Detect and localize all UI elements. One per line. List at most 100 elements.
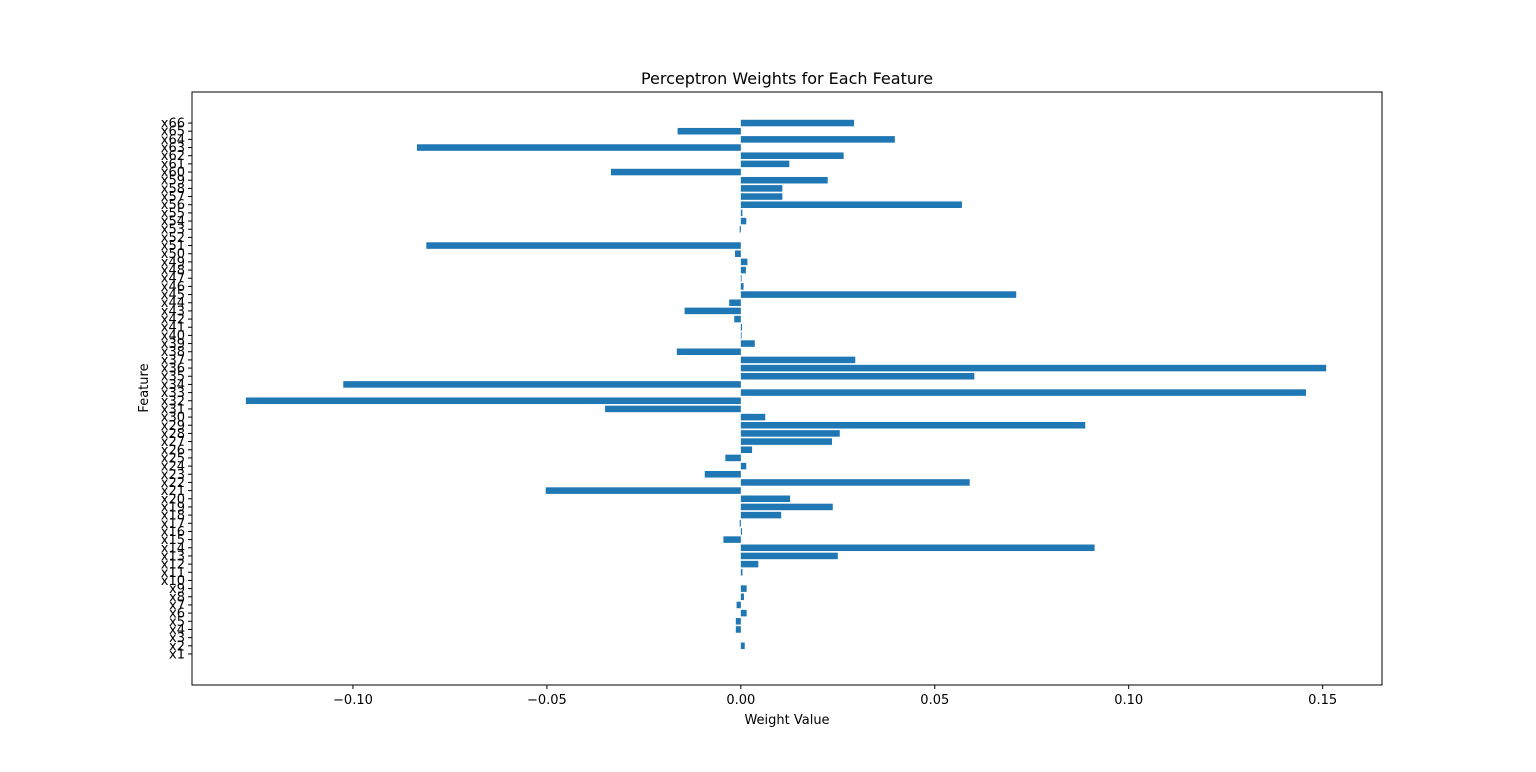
bar-x38 bbox=[676, 348, 741, 356]
y-tick-label: x51 bbox=[161, 239, 185, 254]
bar-x15 bbox=[723, 536, 741, 543]
bar-x45 bbox=[740, 291, 1017, 298]
y-tick-label: x52 bbox=[161, 231, 185, 246]
bar-x6 bbox=[740, 609, 747, 617]
bar-x17 bbox=[739, 520, 741, 527]
y-tick-label: x56 bbox=[161, 198, 185, 213]
bar-x44 bbox=[729, 299, 741, 307]
bar-x23 bbox=[704, 470, 741, 478]
y-tick-label: x16 bbox=[161, 525, 185, 540]
y-tick-label: x9 bbox=[169, 582, 185, 597]
y-tick-label: x26 bbox=[161, 443, 185, 458]
bar-x32 bbox=[245, 397, 741, 405]
chart-title: Perceptron Weights for Each Feature bbox=[641, 69, 933, 88]
y-tick-label: x1 bbox=[169, 647, 185, 662]
y-tick-label: x7 bbox=[169, 598, 185, 613]
y-tick-label: x53 bbox=[161, 223, 185, 238]
y-tick-label: x44 bbox=[161, 296, 185, 311]
bar-x47 bbox=[740, 274, 742, 282]
y-tick-label: x13 bbox=[161, 549, 185, 564]
y-tick-label: x36 bbox=[161, 362, 185, 377]
bar-x49 bbox=[740, 258, 748, 266]
bar-x65 bbox=[677, 127, 741, 135]
y-tick-label: x57 bbox=[161, 190, 185, 205]
y-tick-label: x54 bbox=[161, 215, 185, 230]
y-tick-label: x49 bbox=[161, 255, 185, 270]
y-tick-label: x39 bbox=[161, 337, 185, 352]
y-tick-label: x47 bbox=[161, 272, 185, 287]
y-axis-ticks: x1x2x3x4x5x6x7x8x9x10x11x12x13x14x15x16x… bbox=[161, 117, 192, 662]
y-tick-label: x34 bbox=[161, 378, 185, 393]
bar-x5 bbox=[735, 618, 741, 625]
y-tick-label: x8 bbox=[169, 590, 185, 605]
bar-x39 bbox=[740, 340, 755, 347]
bar-x9 bbox=[740, 585, 747, 592]
bar-x56 bbox=[740, 201, 962, 208]
bar-x22 bbox=[740, 479, 970, 486]
bar-x40 bbox=[740, 332, 742, 339]
y-tick-label: x65 bbox=[161, 125, 185, 140]
y-tick-label: x6 bbox=[169, 607, 185, 622]
x-tick-label: −0.05 bbox=[527, 693, 567, 708]
y-tick-label: x43 bbox=[161, 304, 185, 319]
bar-x28 bbox=[740, 430, 840, 437]
y-tick-label: x15 bbox=[161, 533, 185, 548]
plot-frame bbox=[191, 91, 1383, 686]
y-tick-label: x55 bbox=[161, 206, 185, 221]
y-tick-label: x42 bbox=[161, 313, 185, 328]
x-tick-label: 0.15 bbox=[1308, 693, 1337, 708]
bar-x64 bbox=[740, 136, 895, 143]
bar-x37 bbox=[740, 356, 856, 364]
y-tick-label: x62 bbox=[161, 149, 185, 164]
y-tick-label: x29 bbox=[161, 419, 185, 434]
y-tick-label: x18 bbox=[161, 509, 185, 524]
y-tick-label: x11 bbox=[161, 566, 185, 581]
y-tick-label: x50 bbox=[161, 247, 185, 262]
bar-x53 bbox=[739, 225, 741, 233]
y-tick-label: x14 bbox=[161, 541, 185, 556]
y-tick-label: x2 bbox=[169, 639, 185, 654]
y-tick-label: x66 bbox=[161, 117, 185, 132]
bar-x61 bbox=[740, 160, 790, 168]
y-tick-label: x64 bbox=[161, 133, 185, 148]
bar-x21 bbox=[545, 487, 741, 494]
bar-x36 bbox=[740, 364, 1327, 372]
y-tick-label: x30 bbox=[161, 411, 185, 426]
y-tick-label: x23 bbox=[161, 468, 185, 483]
bar-x43 bbox=[684, 307, 741, 315]
bar-x42 bbox=[734, 315, 741, 323]
y-tick-label: x58 bbox=[161, 182, 185, 197]
y-tick-label: x61 bbox=[161, 157, 185, 172]
bar-x29 bbox=[740, 421, 1086, 429]
y-tick-label: x60 bbox=[161, 166, 185, 181]
bar-x25 bbox=[725, 454, 741, 462]
bar-x31 bbox=[605, 405, 741, 413]
bar-x59 bbox=[740, 176, 828, 184]
bar-x55 bbox=[740, 209, 743, 217]
bar-x46 bbox=[740, 283, 744, 290]
bar-x30 bbox=[740, 413, 766, 421]
bar-x12 bbox=[740, 560, 759, 568]
bar-x24 bbox=[740, 462, 747, 470]
bars-group bbox=[245, 119, 1327, 650]
bar-x33 bbox=[740, 389, 1306, 396]
bar-x13 bbox=[740, 552, 838, 560]
bar-x62 bbox=[740, 152, 844, 159]
bar-x35 bbox=[740, 372, 975, 380]
y-tick-label: x46 bbox=[161, 280, 185, 295]
bar-x14 bbox=[740, 544, 1095, 552]
y-tick-label: x38 bbox=[161, 345, 185, 360]
x-axis-label: Weight Value bbox=[744, 713, 829, 728]
y-tick-label: x21 bbox=[161, 484, 185, 499]
y-tick-label: x25 bbox=[161, 451, 185, 466]
y-tick-label: x41 bbox=[161, 321, 185, 336]
y-tick-label: x31 bbox=[161, 402, 185, 417]
x-tick-label: 0.00 bbox=[726, 693, 755, 708]
bar-x51 bbox=[426, 242, 741, 249]
bar-x26 bbox=[740, 446, 753, 454]
y-tick-label: x24 bbox=[161, 460, 185, 475]
y-tick-label: x17 bbox=[161, 517, 185, 532]
y-tick-label: x28 bbox=[161, 427, 185, 442]
y-tick-label: x4 bbox=[169, 623, 185, 638]
